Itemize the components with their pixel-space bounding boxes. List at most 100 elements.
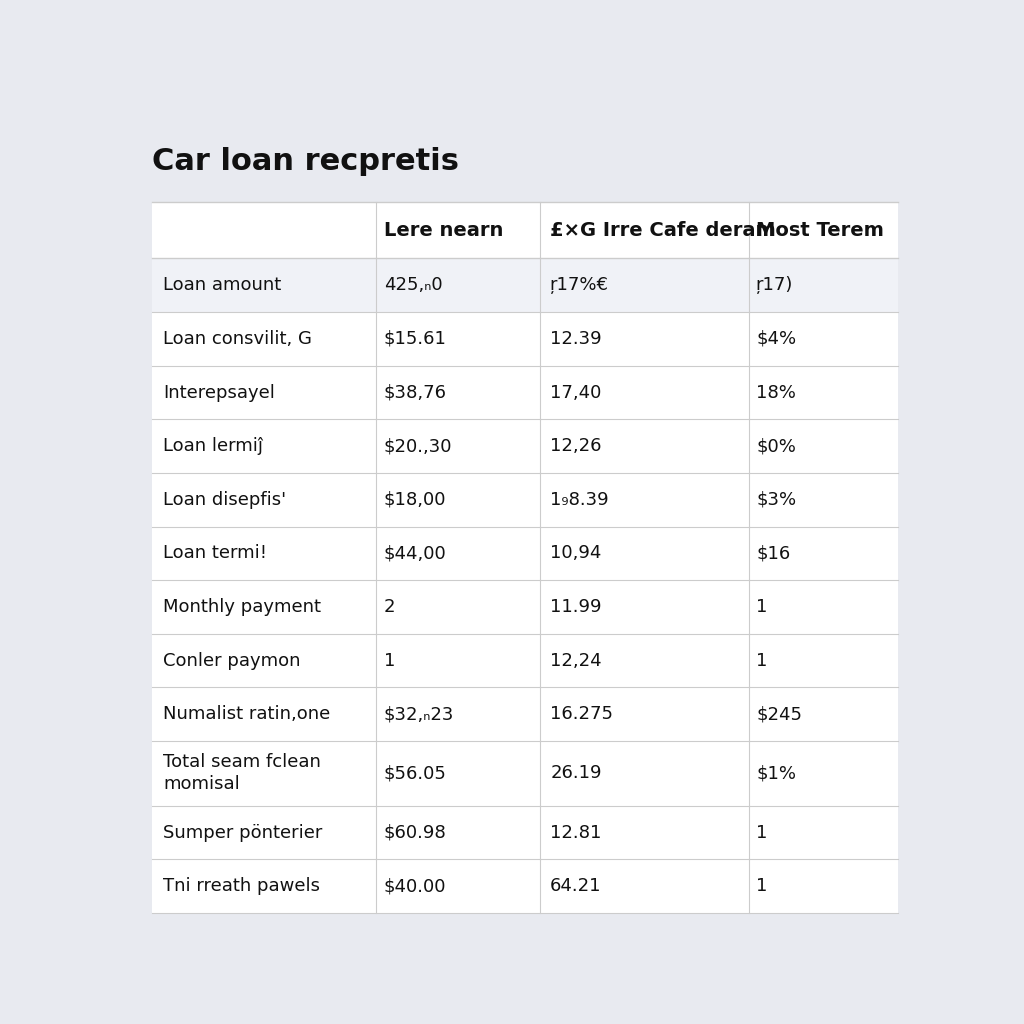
Point bbox=[534, 800, 546, 812]
Point bbox=[742, 735, 755, 748]
Point bbox=[370, 681, 382, 693]
Point bbox=[742, 800, 755, 812]
Bar bbox=[152, 258, 898, 312]
Point bbox=[742, 252, 755, 264]
Point bbox=[370, 520, 382, 532]
Text: $18,00: $18,00 bbox=[384, 490, 446, 509]
Text: Total seam fclean
momisal: Total seam fclean momisal bbox=[163, 754, 321, 794]
Point bbox=[534, 907, 546, 920]
Point bbox=[534, 359, 546, 372]
Text: 12,24: 12,24 bbox=[550, 651, 602, 670]
Text: 1: 1 bbox=[756, 823, 767, 842]
Text: $15.61: $15.61 bbox=[384, 330, 446, 348]
Bar bbox=[152, 859, 898, 913]
Text: Loan consvilit, G: Loan consvilit, G bbox=[163, 330, 312, 348]
Point bbox=[370, 252, 382, 264]
Text: 425,ₙ0: 425,ₙ0 bbox=[384, 276, 442, 294]
Point bbox=[534, 735, 546, 748]
Point bbox=[742, 520, 755, 532]
Point bbox=[742, 520, 755, 532]
Point bbox=[534, 520, 546, 532]
Point bbox=[370, 681, 382, 693]
Text: $38,76: $38,76 bbox=[384, 384, 446, 401]
Point bbox=[370, 628, 382, 640]
Point bbox=[742, 306, 755, 318]
Point bbox=[742, 414, 755, 426]
Text: $32,ₙ23: $32,ₙ23 bbox=[384, 706, 455, 723]
Point bbox=[742, 574, 755, 587]
Point bbox=[370, 414, 382, 426]
Bar bbox=[152, 581, 898, 634]
Text: $60.98: $60.98 bbox=[384, 823, 446, 842]
Point bbox=[742, 196, 755, 208]
Bar bbox=[152, 420, 898, 473]
Point bbox=[742, 853, 755, 865]
Text: $40.00: $40.00 bbox=[384, 878, 446, 895]
Point bbox=[370, 800, 382, 812]
Point bbox=[370, 735, 382, 748]
Text: Car loan recpretis: Car loan recpretis bbox=[152, 146, 459, 175]
Point bbox=[534, 520, 546, 532]
Bar bbox=[152, 806, 898, 859]
Point bbox=[370, 359, 382, 372]
Point bbox=[370, 520, 382, 532]
Point bbox=[742, 628, 755, 640]
Text: $245: $245 bbox=[756, 706, 802, 723]
Point bbox=[534, 306, 546, 318]
Text: 12.81: 12.81 bbox=[550, 823, 601, 842]
Text: 1₉8.39: 1₉8.39 bbox=[550, 490, 609, 509]
Point bbox=[742, 681, 755, 693]
Text: Numalist ratin,one: Numalist ratin,one bbox=[163, 706, 331, 723]
Text: 16.275: 16.275 bbox=[550, 706, 613, 723]
Point bbox=[742, 800, 755, 812]
Point bbox=[534, 196, 546, 208]
Point bbox=[534, 628, 546, 640]
Point bbox=[742, 467, 755, 479]
Point bbox=[370, 467, 382, 479]
Point bbox=[534, 467, 546, 479]
Text: 1: 1 bbox=[756, 598, 767, 616]
Point bbox=[370, 853, 382, 865]
Text: $16: $16 bbox=[756, 545, 791, 562]
Text: Loan lermiĵ: Loan lermiĵ bbox=[163, 437, 263, 455]
Bar bbox=[152, 634, 898, 687]
Point bbox=[742, 306, 755, 318]
Point bbox=[370, 467, 382, 479]
Text: Sumper pönterier: Sumper pönterier bbox=[163, 823, 323, 842]
Text: Lere nearn: Lere nearn bbox=[384, 220, 503, 240]
Text: 64.21: 64.21 bbox=[550, 878, 602, 895]
Bar bbox=[152, 202, 898, 258]
Text: $1%: $1% bbox=[756, 764, 796, 782]
Point bbox=[534, 414, 546, 426]
Point bbox=[370, 359, 382, 372]
Point bbox=[534, 359, 546, 372]
Text: 2: 2 bbox=[384, 598, 395, 616]
Point bbox=[370, 800, 382, 812]
Text: $3%: $3% bbox=[756, 490, 797, 509]
Point bbox=[742, 467, 755, 479]
Text: $44,00: $44,00 bbox=[384, 545, 446, 562]
Point bbox=[370, 306, 382, 318]
Point bbox=[742, 681, 755, 693]
Bar bbox=[152, 687, 898, 741]
Point bbox=[742, 359, 755, 372]
Point bbox=[534, 735, 546, 748]
Text: ŗ17%€: ŗ17%€ bbox=[550, 276, 609, 294]
Text: Loan amount: Loan amount bbox=[163, 276, 282, 294]
Text: 18%: 18% bbox=[756, 384, 796, 401]
Point bbox=[370, 853, 382, 865]
Bar bbox=[152, 473, 898, 526]
Point bbox=[534, 467, 546, 479]
Text: Monthly payment: Monthly payment bbox=[163, 598, 321, 616]
Text: 1: 1 bbox=[756, 878, 767, 895]
Point bbox=[534, 853, 546, 865]
Point bbox=[534, 574, 546, 587]
Point bbox=[370, 735, 382, 748]
Text: 12,26: 12,26 bbox=[550, 437, 602, 455]
Point bbox=[742, 414, 755, 426]
Point bbox=[534, 306, 546, 318]
Point bbox=[534, 853, 546, 865]
Text: 17,40: 17,40 bbox=[550, 384, 601, 401]
Text: 11.99: 11.99 bbox=[550, 598, 602, 616]
Point bbox=[742, 907, 755, 920]
